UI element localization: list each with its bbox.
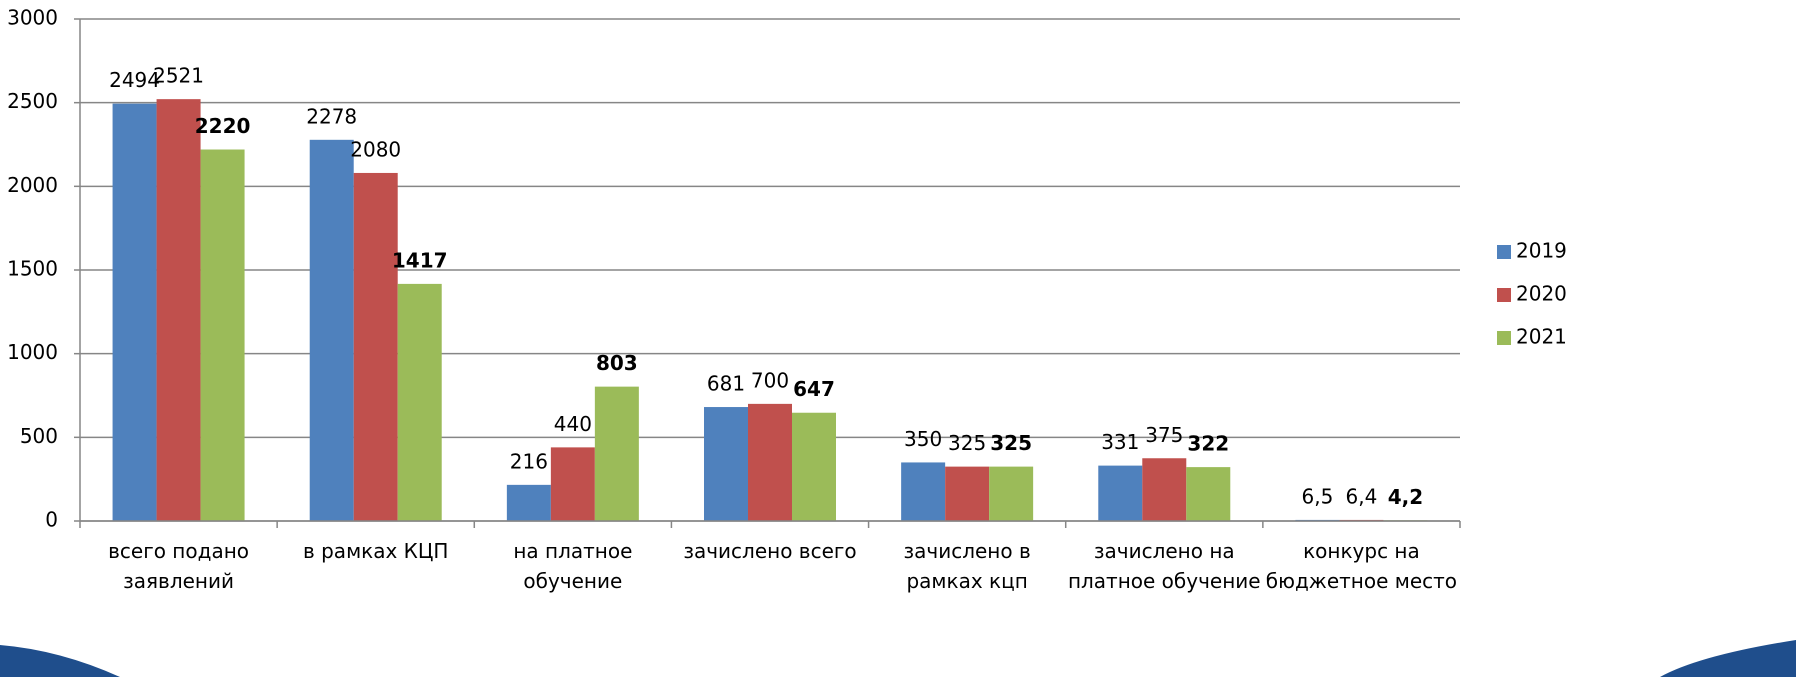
y-tick-label: 0	[45, 508, 58, 532]
legend-swatch	[1497, 331, 1511, 345]
value-label: 1417	[392, 248, 448, 272]
value-label: 2220	[195, 114, 251, 138]
x-tick-label: зачислено в рамках кцп	[869, 536, 1066, 596]
value-label: 325	[990, 431, 1032, 455]
value-label: 2080	[350, 137, 401, 161]
bar	[945, 467, 989, 521]
x-tick-label: всего подано заявлений	[80, 536, 277, 596]
value-label: 331	[1101, 430, 1139, 454]
bar	[310, 140, 354, 521]
bar	[595, 387, 639, 521]
decoration	[0, 645, 120, 677]
x-tick-label: зачислено на платное обучение	[1066, 536, 1263, 596]
bar	[1098, 466, 1142, 521]
bar	[157, 99, 201, 521]
value-label: 647	[793, 377, 835, 401]
value-label: 4,2	[1388, 485, 1423, 509]
bar	[792, 413, 836, 521]
value-label: 803	[596, 351, 638, 375]
bar	[551, 447, 595, 521]
page: 0500100015002000250030002494252122202278…	[0, 0, 1796, 677]
value-label: 681	[707, 372, 745, 396]
bar	[901, 462, 945, 521]
legend-label: 2021	[1516, 325, 1567, 349]
legend-swatch	[1497, 245, 1511, 259]
y-tick-label: 2000	[7, 173, 58, 197]
y-tick-label: 1500	[7, 257, 58, 281]
bar	[398, 284, 442, 521]
bar	[201, 150, 245, 521]
y-tick-label: 500	[20, 424, 58, 448]
x-tick-label: конкурс на бюджетное место	[1263, 536, 1460, 596]
y-tick-label: 3000	[7, 6, 58, 30]
bar	[113, 104, 157, 521]
bar	[1142, 458, 1186, 521]
value-label: 216	[510, 449, 548, 473]
value-label: 2278	[306, 104, 357, 128]
bar	[354, 173, 398, 521]
value-label: 6,4	[1346, 484, 1378, 508]
value-label: 375	[1145, 423, 1183, 447]
value-label: 700	[751, 368, 789, 392]
legend-label: 2020	[1516, 282, 1567, 306]
x-tick-label: в рамках КЦП	[277, 536, 474, 566]
value-label: 440	[554, 412, 592, 436]
x-tick-label: зачислено всего	[671, 536, 868, 566]
bar	[748, 404, 792, 521]
bar	[989, 467, 1033, 521]
legend-label: 2019	[1516, 239, 1567, 263]
value-label: 350	[904, 427, 942, 451]
x-tick-label: на платное обучение	[474, 536, 671, 596]
y-tick-label: 1000	[7, 340, 58, 364]
legend-swatch	[1497, 288, 1511, 302]
value-label: 322	[1187, 432, 1229, 456]
value-label: 325	[948, 431, 986, 455]
bar	[507, 485, 551, 521]
bar	[1186, 467, 1230, 521]
y-tick-label: 2500	[7, 89, 58, 113]
bar	[704, 407, 748, 521]
decoration	[1660, 640, 1796, 677]
value-label: 2521	[153, 64, 204, 88]
value-label: 6,5	[1302, 484, 1334, 508]
